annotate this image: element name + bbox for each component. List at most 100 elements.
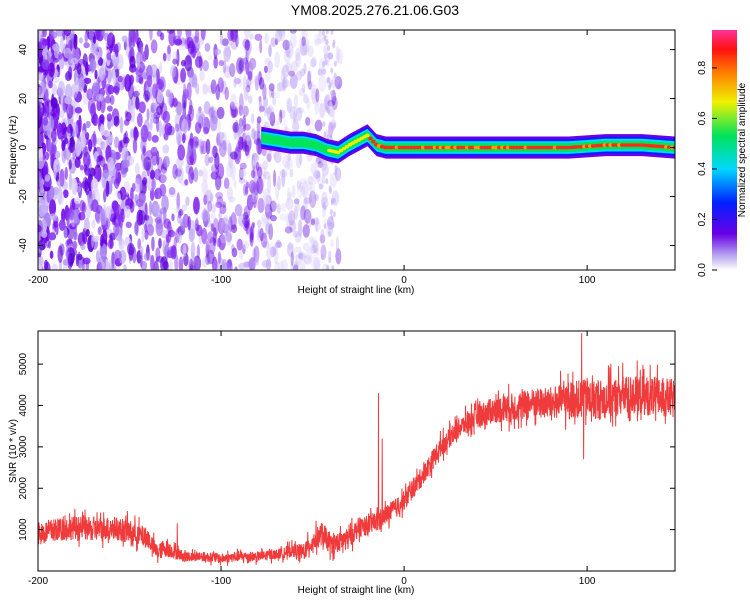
noise-blob [283, 119, 287, 135]
noise-blob [123, 39, 127, 51]
noise-blob [260, 214, 268, 228]
noise-blob [142, 147, 147, 157]
noise-blob [203, 101, 211, 115]
noise-blob [178, 256, 184, 270]
snr-x-ticks: -200 -100 0 100 [28, 331, 596, 587]
noise-blob [202, 168, 208, 182]
noise-blob [181, 132, 186, 144]
noise-blob [210, 105, 215, 122]
noise-blob [309, 190, 317, 209]
noise-blob [299, 206, 306, 221]
noise-blob [56, 103, 60, 121]
noise-blob [82, 257, 91, 265]
noise-blob [322, 30, 326, 36]
noise-blob [299, 36, 303, 54]
noise-blob [283, 79, 292, 88]
noise-blob [269, 87, 273, 99]
noise-blob [297, 107, 305, 114]
noise-blob [66, 210, 70, 228]
noise-blob [245, 186, 249, 195]
noise-blob [268, 44, 272, 57]
noise-blob [224, 47, 232, 57]
noise-blob [253, 245, 260, 263]
noise-blob [292, 230, 300, 238]
noise-blob [295, 151, 302, 169]
noise-blob [177, 30, 182, 40]
noise-blob [242, 114, 247, 132]
noise-blob [293, 198, 300, 205]
y-tick-label: 3000 [18, 435, 29, 458]
noise-blob [81, 201, 87, 214]
noise-blob [174, 38, 183, 46]
noise-blob [262, 171, 271, 180]
noise-blob [38, 86, 44, 102]
noise-blob [332, 211, 336, 218]
noise-blob [285, 41, 290, 58]
noise-blob [150, 169, 156, 180]
noise-blob [314, 38, 323, 45]
noise-blob [140, 124, 149, 143]
noise-blob [176, 192, 181, 211]
noise-blob [78, 37, 83, 44]
noise-blob [153, 203, 161, 214]
noise-blob [219, 204, 227, 215]
noise-blob [230, 151, 238, 160]
noise-blob [293, 260, 299, 270]
noise-blob [327, 45, 331, 52]
noise-blob [106, 52, 112, 61]
noise-blob [300, 185, 306, 198]
noise-blob [192, 79, 196, 89]
noise-blob [38, 73, 44, 81]
noise-blob [76, 63, 82, 75]
noise-blob [74, 138, 81, 157]
noise-blob [210, 212, 216, 220]
noise-blob [289, 105, 298, 120]
noise-blob [97, 57, 104, 66]
noise-blob [337, 82, 342, 91]
noise-blob [58, 51, 63, 60]
noise-blob [303, 196, 308, 214]
colorbar-gradient [712, 30, 737, 270]
noise-blob [226, 66, 233, 73]
noise-blob [159, 207, 167, 215]
noise-blob [196, 244, 201, 259]
noise-blob [299, 181, 303, 192]
noise-blob [262, 240, 270, 249]
noise-blob [327, 231, 331, 238]
colorbar-label: Normalized spectral amplitude [737, 82, 748, 217]
noise-blob [314, 221, 321, 232]
noise-blob [303, 197, 312, 205]
noise-blob [322, 120, 326, 127]
noise-blob [47, 240, 51, 249]
noise-blob [285, 197, 294, 211]
noise-blob [63, 227, 68, 239]
noise-blob [331, 125, 335, 132]
noise-blob [41, 38, 49, 46]
noise-blob [113, 249, 122, 263]
noise-blob [335, 248, 342, 265]
noise-blob [318, 30, 322, 38]
noise-blob [281, 83, 287, 91]
noise-blob [331, 222, 335, 229]
noise-blob [323, 223, 327, 230]
noise-blob [306, 80, 314, 88]
noise-blob [223, 45, 231, 62]
noise-blob [221, 258, 228, 270]
noise-blob [289, 250, 297, 260]
noise-blob [223, 65, 232, 79]
noise-blob [330, 214, 334, 221]
noise-blob [303, 209, 312, 219]
noise-blob [323, 96, 331, 110]
noise-blob [250, 195, 257, 203]
noise-blob [302, 83, 306, 93]
noise-blob [288, 220, 297, 233]
noise-blob [57, 245, 63, 263]
noise-blob [206, 248, 212, 265]
noise-blob [301, 30, 308, 40]
noise-blob [334, 169, 338, 176]
noise-blob [103, 188, 107, 203]
noise-blob [295, 107, 303, 121]
noise-blob [149, 187, 155, 201]
noise-blob [326, 134, 330, 141]
